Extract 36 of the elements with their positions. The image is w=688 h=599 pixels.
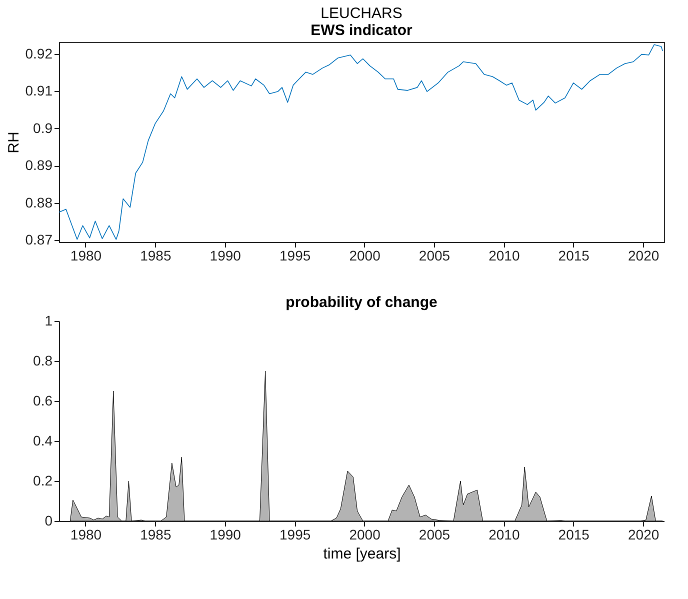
y-tick-label: 0.91	[25, 82, 53, 99]
y-tick-label: 0.9	[33, 120, 53, 136]
x-tick-label: 1995	[280, 526, 311, 542]
x-tick-label: 1980	[70, 526, 102, 542]
chart-subtitle: EWS indicator	[310, 22, 412, 39]
line-series	[59, 44, 664, 240]
x-tick-label: 2010	[488, 248, 520, 264]
chart-title: probability of change	[286, 294, 438, 311]
x-tick-label: 2000	[349, 248, 381, 264]
y-tick-label: 0.4	[33, 432, 53, 448]
y-tick-label: 0.88	[25, 194, 53, 210]
x-tick-label: 2015	[558, 248, 590, 264]
y-tick-label: 1	[44, 312, 53, 328]
x-tick-label: 1990	[210, 248, 242, 264]
x-tick-label: 1995	[280, 248, 311, 264]
x-axis-title: time [years]	[323, 546, 401, 562]
y-axis-title: RH	[5, 132, 22, 154]
x-tick-label: 2005	[418, 248, 450, 264]
x-tick-label: 2010	[488, 526, 520, 542]
x-tick-label: 2015	[558, 526, 590, 542]
x-tick-label: 1980	[70, 248, 102, 264]
x-tick-label: 2020	[628, 248, 660, 264]
y-tick-label: 0.6	[33, 392, 53, 408]
y-tick-label: 0	[44, 512, 53, 528]
y-tick-label: 0.89	[25, 157, 53, 174]
y-tick-label: 0.87	[25, 232, 53, 248]
x-tick-label: 1990	[210, 526, 242, 542]
y-tick-label: 0.8	[33, 352, 53, 368]
y-tick-label: 0.2	[33, 472, 53, 488]
chart-title: LEUCHARS	[320, 5, 402, 22]
x-tick-label: 2020	[628, 526, 660, 542]
x-tick-label: 1985	[140, 526, 172, 542]
x-tick-label: 2000	[349, 526, 381, 542]
y-tick-label: 0.92	[25, 45, 53, 62]
x-tick-label: 2005	[418, 526, 450, 542]
x-tick-label: 1985	[140, 248, 172, 264]
